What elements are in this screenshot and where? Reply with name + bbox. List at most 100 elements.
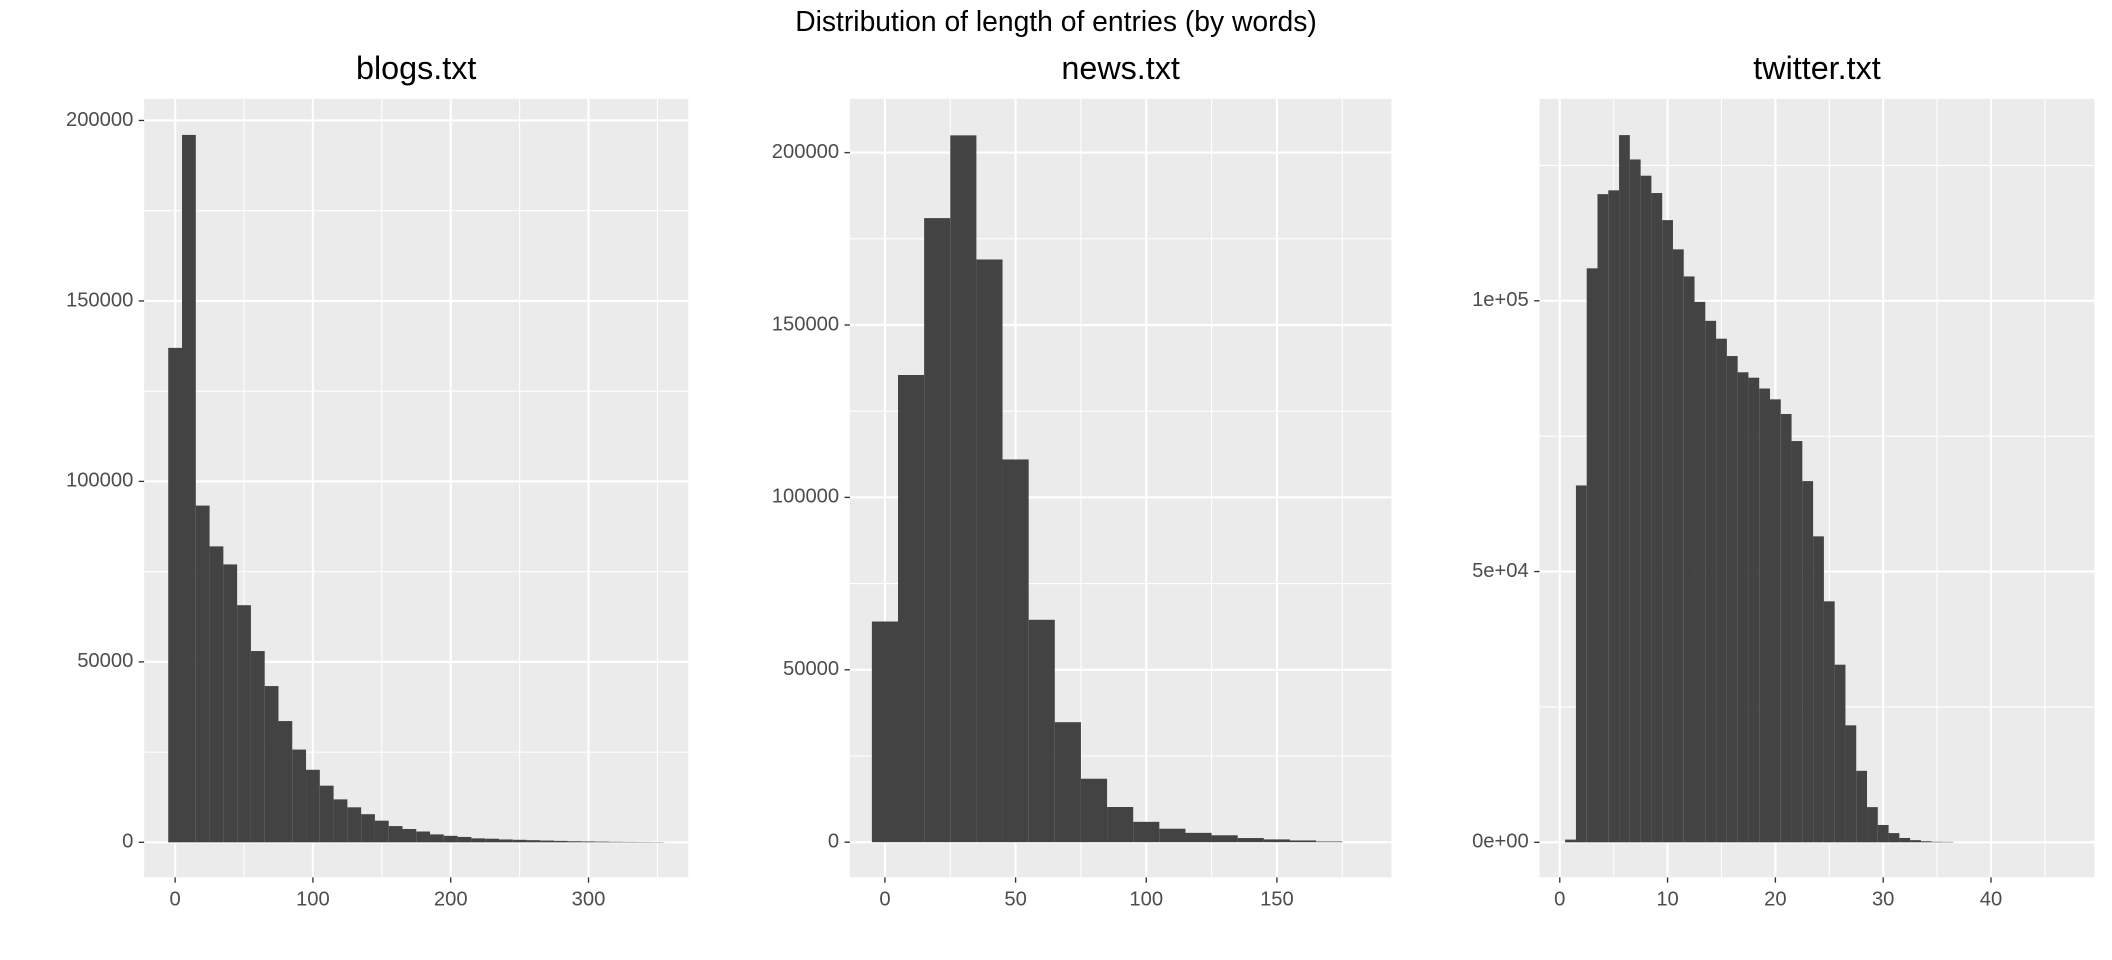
- x-tick-label: 100: [1129, 889, 1163, 911]
- y-tick-label: 200000: [66, 109, 133, 131]
- histogram-bar: [1028, 619, 1055, 843]
- x-tick-label: 10: [1656, 889, 1678, 911]
- y-tick-label: 100000: [772, 486, 839, 508]
- histogram-bar: [1575, 485, 1587, 843]
- histogram-bar: [457, 836, 472, 843]
- histogram-bar: [1845, 725, 1857, 843]
- histogram-bar: [1107, 807, 1134, 843]
- histogram-bar: [402, 828, 417, 843]
- panel-title: news.txt: [1061, 50, 1180, 86]
- histogram-bar: [1054, 722, 1081, 843]
- histogram-bar: [319, 785, 334, 843]
- histogram-bar: [1780, 413, 1792, 843]
- histogram-bar: [1211, 835, 1238, 843]
- histogram-bar: [1002, 459, 1029, 843]
- histogram-bar: [1920, 841, 1932, 843]
- histogram-bar: [1263, 839, 1290, 843]
- histogram-bar: [1899, 837, 1911, 843]
- histogram-bar: [1289, 840, 1317, 843]
- histogram-bar: [1726, 356, 1738, 843]
- x-tick-label: 20: [1764, 889, 1786, 911]
- histogram-bar: [195, 505, 210, 843]
- histogram-bar: [416, 831, 431, 843]
- histogram-bar: [581, 841, 596, 843]
- histogram-bar: [374, 820, 389, 843]
- histogram-bar: [1316, 841, 1343, 843]
- histogram-bar: [1694, 301, 1706, 843]
- histogram-bar: [526, 840, 541, 843]
- x-tick-label: 50: [1004, 889, 1026, 911]
- x-tick-label: 0: [170, 889, 181, 911]
- histogram-bar: [1834, 664, 1846, 843]
- histogram-bar: [567, 841, 582, 843]
- histogram-bar: [1931, 841, 1943, 843]
- histogram-bar: [1640, 175, 1652, 843]
- histogram-bar: [485, 838, 499, 843]
- histogram-bar: [1080, 778, 1108, 843]
- histogram-bar: [1597, 194, 1609, 843]
- histogram-bar: [1608, 190, 1620, 843]
- histogram-bar: [1737, 372, 1749, 843]
- histogram-bar: [1185, 832, 1212, 843]
- histogram-bar: [1705, 320, 1717, 843]
- histogram-bar: [237, 605, 251, 843]
- y-tick-label: 200000: [772, 141, 839, 163]
- histogram-bar: [1759, 388, 1770, 843]
- histogram-bar: [976, 259, 1003, 843]
- histogram-bar: [1159, 828, 1186, 843]
- histogram-bar: [1672, 249, 1684, 843]
- histogram-bar: [250, 651, 265, 843]
- histogram-bar: [292, 749, 307, 843]
- histogram-bar: [1823, 601, 1835, 843]
- histogram-bar: [1888, 833, 1900, 843]
- y-tick-label: 0e+00: [1472, 831, 1529, 853]
- y-tick-label: 0: [828, 831, 839, 853]
- x-tick-label: 200: [434, 889, 468, 911]
- y-tick-label: 5e+04: [1472, 560, 1529, 582]
- histogram-bar: [1133, 821, 1160, 843]
- y-tick-label: 150000: [772, 313, 839, 335]
- panel-title: blogs.txt: [356, 50, 476, 86]
- histogram-bar: [1769, 399, 1781, 843]
- x-tick-label: 30: [1872, 889, 1894, 911]
- histogram-bar: [278, 721, 293, 843]
- histogram-bar: [1748, 377, 1760, 843]
- histogram-bar: [1877, 824, 1889, 843]
- histogram-bar: [1802, 481, 1814, 843]
- x-tick-label: 0: [879, 889, 890, 911]
- panel-title: twitter.txt: [1753, 50, 1881, 86]
- histogram-bar: [471, 838, 486, 843]
- histogram-bar: [1586, 268, 1598, 843]
- histogram-bar: [361, 814, 375, 843]
- histogram-bar: [1662, 220, 1673, 843]
- x-tick-label: 0: [1554, 889, 1565, 911]
- histogram-bar: [1867, 807, 1878, 843]
- y-tick-label: 1e+05: [1472, 289, 1529, 311]
- x-tick-label: 300: [572, 889, 606, 911]
- histogram-bar: [443, 835, 458, 843]
- histogram-bar: [1619, 135, 1630, 843]
- histogram-bar: [388, 826, 403, 843]
- y-tick-label: 100000: [66, 470, 133, 492]
- histogram-bar: [1237, 838, 1264, 843]
- histogram-bar: [1910, 840, 1921, 843]
- histogram-bar: [609, 841, 623, 843]
- histogram-bar: [512, 839, 527, 843]
- histogram-bar: [306, 769, 320, 843]
- histogram-bar: [1716, 338, 1727, 843]
- histogram-bar: [595, 841, 610, 843]
- histogram-bar: [950, 135, 977, 843]
- histogram-bar: [223, 564, 238, 843]
- x-tick-label: 100: [296, 889, 330, 911]
- histogram-bar: [1565, 839, 1576, 843]
- histogram-bar: [1791, 441, 1803, 843]
- histogram-bar: [1856, 770, 1868, 843]
- histogram-bar: [430, 834, 444, 843]
- histogram-bar: [168, 347, 183, 843]
- histogram-bar: [554, 840, 568, 843]
- histogram-bar: [924, 218, 951, 843]
- y-tick-label: 50000: [77, 650, 133, 672]
- histogram-bar: [1651, 193, 1663, 843]
